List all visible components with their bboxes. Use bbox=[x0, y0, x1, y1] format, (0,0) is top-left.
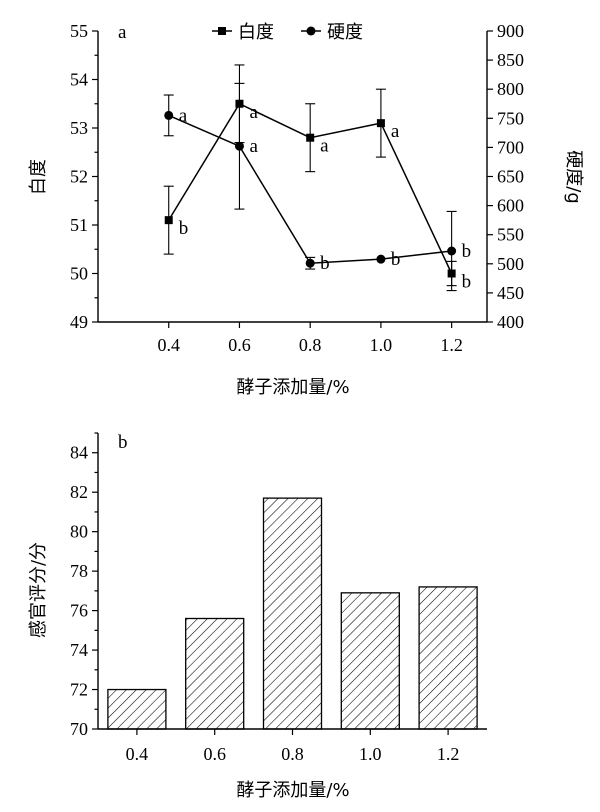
legend-label-hardness: 硬度 bbox=[327, 22, 363, 43]
chart-a-xlabel: 酵子添加量/% bbox=[236, 377, 349, 398]
bar bbox=[262, 497, 323, 730]
significance-letter: b bbox=[462, 241, 472, 262]
bar bbox=[185, 617, 245, 730]
y-tick-label: 70 bbox=[70, 719, 88, 739]
left-tick-label: 55 bbox=[70, 21, 88, 41]
right-tick-label: 500 bbox=[497, 254, 524, 274]
significance-letter: b bbox=[179, 218, 189, 239]
data-point bbox=[376, 254, 386, 264]
chart-b: 70 72 74 76 78 80 82 84 0.4 0.6 0.8 1.0 1.2 b 酵子添加量/… bbox=[28, 432, 487, 801]
right-tick-label: 800 bbox=[497, 79, 524, 99]
y-tick-label: 76 bbox=[70, 601, 88, 621]
right-tick-label: 700 bbox=[497, 137, 524, 157]
data-point bbox=[447, 246, 457, 256]
chart-b-panel-label: b bbox=[118, 432, 128, 453]
data-point bbox=[305, 258, 315, 268]
series-hardness: aab b b bbox=[163, 82, 472, 292]
chart-a-ylabel-right: 硬度/g bbox=[563, 150, 584, 204]
legend-marker-whiteness bbox=[218, 27, 226, 35]
x-tick-label: 0.8 bbox=[281, 744, 304, 764]
chart-b-ylabel: 感官评分/分 bbox=[28, 542, 49, 638]
right-tick-label: 650 bbox=[497, 167, 524, 187]
data-point bbox=[234, 141, 244, 151]
right-tick-label: 450 bbox=[497, 283, 524, 303]
left-tick-label: 53 bbox=[70, 118, 88, 138]
significance-letter: a bbox=[249, 136, 258, 157]
x-tick-label: 0.6 bbox=[203, 744, 226, 764]
bar bbox=[340, 592, 400, 730]
y-tick-label: 80 bbox=[70, 522, 88, 542]
significance-letter: a bbox=[320, 136, 329, 157]
chart-a: 49 50 51 52 53 54 55 400 450 500 550 600 650 700 750 80… bbox=[28, 21, 584, 398]
chart-a-panel-label: a bbox=[118, 22, 127, 43]
chart-a-ticks: 49 50 51 52 53 54 55 400 450 500 550 600 650 700 750 80… bbox=[70, 21, 524, 355]
significance-letter: b bbox=[391, 249, 401, 270]
significance-letter: b bbox=[462, 272, 472, 293]
x-tick-label: 0.4 bbox=[126, 744, 149, 764]
y-tick-label: 84 bbox=[70, 443, 88, 463]
data-point bbox=[164, 216, 173, 225]
chart-b-xlabel: 酵子添加量/% bbox=[236, 780, 349, 801]
x-tick-label: 1.0 bbox=[359, 744, 382, 764]
significance-letter: a bbox=[249, 102, 258, 123]
chart-b-bars bbox=[107, 497, 478, 730]
x-tick-label: 0.6 bbox=[228, 335, 251, 355]
left-tick-label: 49 bbox=[70, 312, 88, 332]
right-tick-label: 900 bbox=[497, 21, 524, 41]
legend-label-whiteness: 白度 bbox=[238, 22, 274, 43]
data-point bbox=[164, 110, 174, 120]
chart-a-frame bbox=[97, 31, 488, 323]
data-point bbox=[376, 119, 385, 128]
y-tick-label: 78 bbox=[70, 561, 88, 581]
bar bbox=[418, 586, 478, 730]
right-tick-label: 400 bbox=[497, 312, 524, 332]
right-tick-label: 850 bbox=[497, 50, 524, 70]
left-tick-label: 52 bbox=[70, 167, 88, 187]
x-tick-label: 0.8 bbox=[299, 335, 322, 355]
x-tick-label: 1.2 bbox=[440, 335, 463, 355]
significance-letter: a bbox=[179, 105, 188, 126]
bar bbox=[107, 688, 167, 730]
x-tick-label: 1.0 bbox=[370, 335, 393, 355]
right-tick-label: 750 bbox=[497, 108, 524, 128]
significance-letter: a bbox=[391, 121, 400, 142]
chart-a-ylabel-left: 白度 bbox=[28, 159, 49, 195]
y-tick-label: 82 bbox=[70, 482, 88, 502]
right-tick-label: 600 bbox=[497, 196, 524, 216]
x-tick-label: 0.4 bbox=[157, 335, 180, 355]
left-tick-label: 50 bbox=[70, 264, 88, 284]
right-tick-label: 550 bbox=[497, 225, 524, 245]
y-tick-label: 74 bbox=[70, 640, 88, 660]
chart-a-legend: 白度 硬度 bbox=[212, 22, 363, 43]
data-point bbox=[306, 133, 315, 142]
left-tick-label: 51 bbox=[70, 215, 88, 235]
x-tick-label: 1.2 bbox=[437, 744, 460, 764]
legend-marker-hardness bbox=[306, 26, 316, 36]
significance-letter: b bbox=[320, 253, 330, 274]
chart-b-ticks: 70 72 74 76 78 80 82 84 0.4 0.6 0.8 1.0 1.2 bbox=[70, 432, 460, 764]
left-tick-label: 54 bbox=[70, 70, 88, 90]
y-tick-label: 72 bbox=[70, 680, 88, 700]
